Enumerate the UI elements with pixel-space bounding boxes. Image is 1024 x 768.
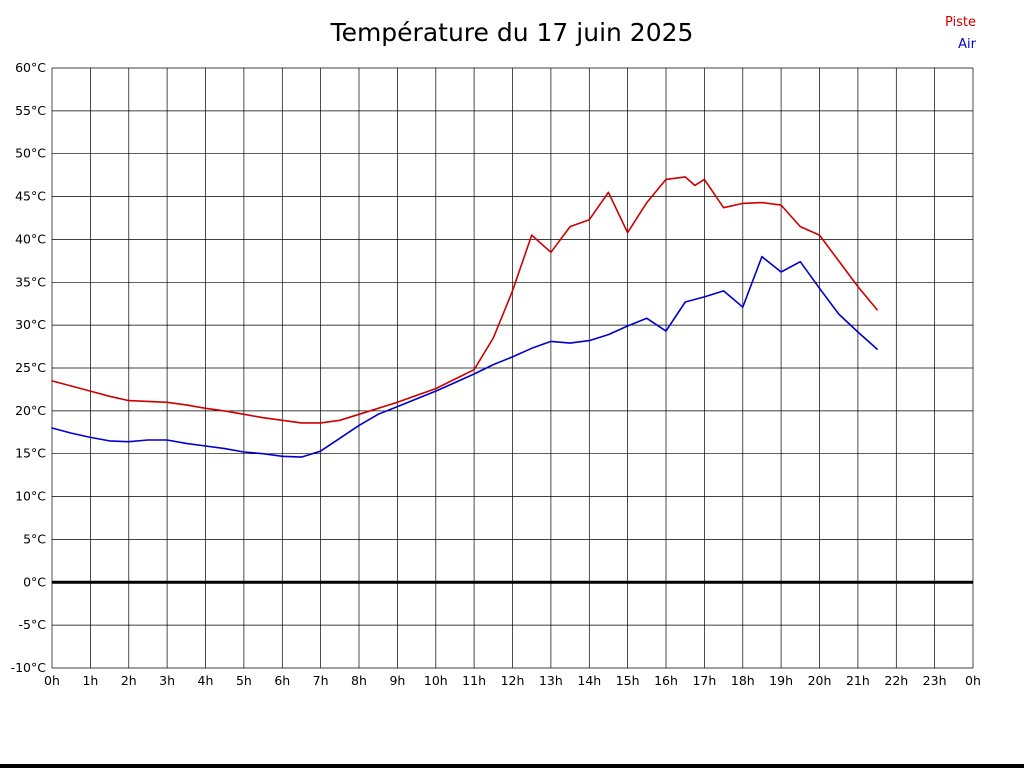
svg-text:13h: 13h [539, 673, 563, 688]
svg-text:23h: 23h [923, 673, 947, 688]
svg-text:6h: 6h [274, 673, 290, 688]
svg-text:14h: 14h [577, 673, 601, 688]
svg-text:5h: 5h [236, 673, 252, 688]
svg-text:25°C: 25°C [15, 360, 46, 375]
bottom-border [0, 764, 1024, 768]
svg-text:3h: 3h [159, 673, 175, 688]
svg-text:-5°C: -5°C [19, 617, 47, 632]
svg-text:18h: 18h [731, 673, 755, 688]
svg-text:50°C: 50°C [15, 146, 46, 161]
chart-title: Température du 17 juin 2025 [330, 18, 694, 47]
svg-text:15h: 15h [616, 673, 640, 688]
svg-text:9h: 9h [389, 673, 405, 688]
svg-text:4h: 4h [198, 673, 214, 688]
svg-text:10°C: 10°C [15, 489, 46, 504]
svg-text:20°C: 20°C [15, 403, 46, 418]
svg-text:0h: 0h [44, 673, 60, 688]
svg-text:0°C: 0°C [23, 574, 46, 589]
svg-text:0h: 0h [965, 673, 981, 688]
svg-text:21h: 21h [846, 673, 870, 688]
svg-text:55°C: 55°C [15, 103, 46, 118]
svg-text:7h: 7h [313, 673, 329, 688]
chart-legend: Piste Air [945, 12, 976, 56]
svg-text:10h: 10h [424, 673, 448, 688]
legend-air-label: Air [958, 37, 976, 52]
svg-text:60°C: 60°C [15, 60, 46, 75]
svg-text:12h: 12h [501, 673, 525, 688]
legend-piste-label: Piste [944, 15, 976, 30]
svg-text:5°C: 5°C [23, 531, 46, 546]
svg-text:2h: 2h [121, 673, 137, 688]
svg-text:11h: 11h [462, 673, 486, 688]
svg-text:-10°C: -10°C [11, 660, 47, 675]
svg-text:40°C: 40°C [15, 231, 46, 246]
svg-text:22h: 22h [884, 673, 908, 688]
svg-text:16h: 16h [654, 673, 678, 688]
svg-text:19h: 19h [769, 673, 793, 688]
svg-text:45°C: 45°C [15, 189, 46, 204]
svg-text:8h: 8h [351, 673, 367, 688]
svg-text:17h: 17h [692, 673, 716, 688]
svg-text:35°C: 35°C [15, 274, 46, 289]
svg-text:20h: 20h [808, 673, 832, 688]
svg-text:15°C: 15°C [15, 446, 46, 461]
svg-text:30°C: 30°C [15, 317, 46, 332]
svg-text:1h: 1h [82, 673, 98, 688]
